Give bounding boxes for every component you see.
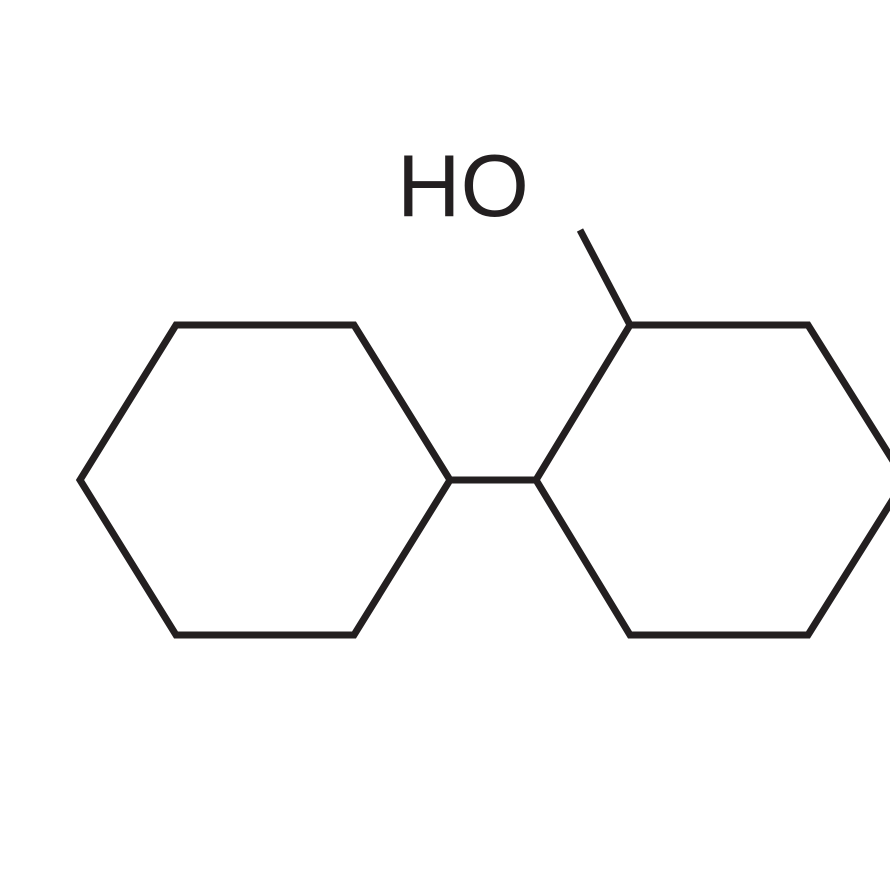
structure-svg xyxy=(0,0,890,890)
hydroxyl-label: HO xyxy=(397,135,529,237)
chemical-structure-diagram: HO xyxy=(0,0,890,890)
